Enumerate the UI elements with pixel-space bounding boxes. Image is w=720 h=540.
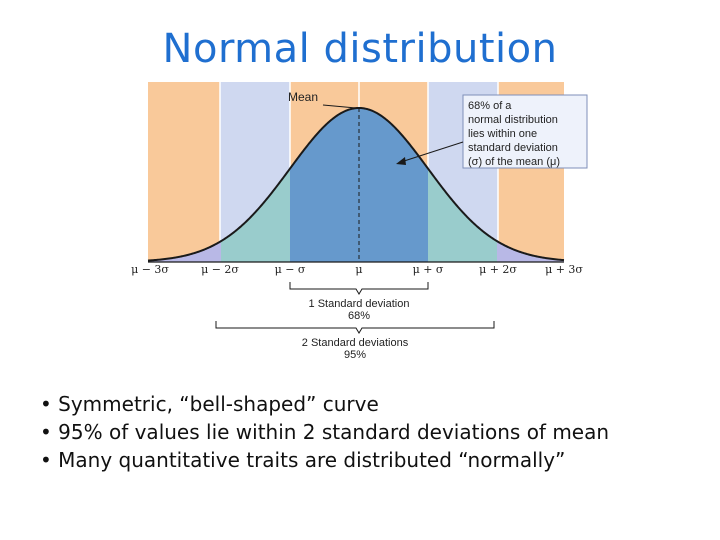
mean-label: Mean <box>288 90 318 104</box>
tick-label: μ + 3σ <box>545 263 583 276</box>
tick-label: μ + 2σ <box>479 263 517 276</box>
tick-label: μ <box>355 263 362 276</box>
callout-line: 68% of a <box>468 100 512 112</box>
tick-label: μ − 3σ <box>131 263 169 276</box>
two-sd-bracket <box>215 321 495 334</box>
one-sd-percent: 68% <box>348 310 370 322</box>
callout-box <box>462 94 588 169</box>
tick-labels: μ − 3σ μ − 2σ μ − σ μ μ + σ μ + 2σ μ + 3… <box>131 263 583 276</box>
tail-fill-left <box>148 241 221 262</box>
two-sd-label: 2 Standard deviations <box>302 337 409 349</box>
tail-fill-right <box>497 241 564 262</box>
one-sd-label: 1 Standard deviation <box>309 298 410 310</box>
bell-curve <box>147 106 565 262</box>
tick-label: μ − σ <box>275 263 306 276</box>
callout-arrowhead <box>396 157 406 165</box>
callout-line: normal distribution <box>468 114 558 126</box>
tick-label: μ − 2σ <box>201 263 239 276</box>
two-sd-percent: 95% <box>344 349 366 361</box>
normal-distribution-diagram: Mean 68% of a normal distribution lies w… <box>131 82 588 361</box>
bullet-list: • Symmetric, “bell-shaped” curve • 95% o… <box>40 390 690 474</box>
band-outer-left <box>148 82 220 262</box>
bullet-item: • Symmetric, “bell-shaped” curve <box>40 392 379 416</box>
callout-line: lies within one <box>468 128 537 140</box>
callout-text: 68% of a normal distribution lies within… <box>468 100 561 168</box>
tick-label: μ + σ <box>413 263 444 276</box>
one-sd-bracket <box>289 282 429 295</box>
callout-line: standard deviation <box>468 142 558 154</box>
slide-title: Normal distribution <box>162 26 558 72</box>
bullet-item: • 95% of values lie within 2 standard de… <box>40 420 610 444</box>
mean-pointer <box>322 104 357 109</box>
callout-arrow <box>400 141 464 163</box>
bullet-item: • Many quantitative traits are distribut… <box>40 448 566 472</box>
callout-line: (σ) of the mean (μ) <box>468 156 560 168</box>
